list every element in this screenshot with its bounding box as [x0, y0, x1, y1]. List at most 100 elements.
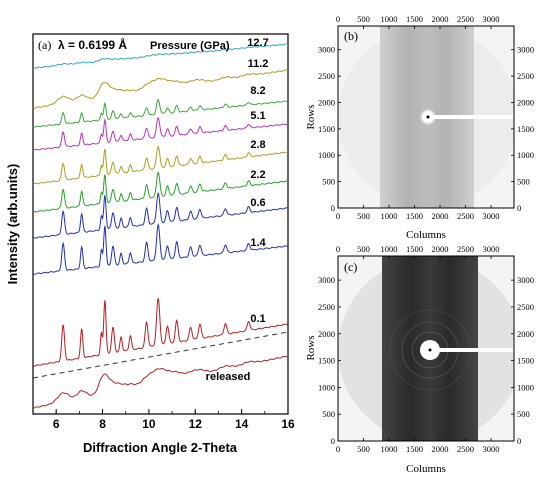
- bottom-tick-label: 0: [336, 444, 340, 454]
- left-tick-label: 0: [331, 203, 335, 213]
- left-tick-label: 1000: [318, 150, 335, 160]
- panel-c-ticks: 0050050010001000150015002000200025002500…: [318, 244, 534, 454]
- panel-c-ylabel: Rows: [305, 335, 317, 360]
- series-line-released: [33, 355, 288, 409]
- left-tick-label: 3000: [318, 45, 335, 55]
- right-tick-label: 2000: [517, 329, 534, 339]
- left-tick-label: 500: [322, 409, 335, 419]
- series-line-1-4: [33, 223, 288, 275]
- panel-a: (a) λ = 0.6199 Å Pressure (GPa) 12.7 11.2…: [5, 33, 295, 455]
- bottom-tick-label: 1000: [381, 211, 398, 221]
- series-label-11-2: 11.2: [248, 58, 269, 70]
- left-tick-label: 2000: [318, 329, 335, 339]
- series-label-0-1: 0.1: [250, 313, 265, 325]
- series-label-2-8: 2.8: [250, 139, 265, 151]
- panel-b-ylabel: Rows: [305, 104, 317, 129]
- panel-c-xlabel: Columns: [406, 463, 446, 475]
- series-line-0-6: [33, 191, 288, 239]
- right-tick-label: 0: [517, 203, 521, 213]
- left-tick-label: 1000: [318, 382, 335, 392]
- top-tick-label: 1000: [381, 14, 398, 24]
- x-axis-title: Diffraction Angle 2-Theta: [83, 440, 238, 455]
- panel-c-label: (c): [344, 260, 357, 274]
- panel-b-xlabel: Columns: [406, 229, 446, 241]
- series-label-0-6: 0.6: [250, 197, 265, 209]
- right-tick-label: 3000: [517, 275, 534, 285]
- top-tick-label: 2500: [457, 244, 474, 254]
- series-label-2-2: 2.2: [250, 169, 265, 181]
- bottom-tick-label: 500: [357, 211, 370, 221]
- top-tick-label: 3000: [483, 14, 500, 24]
- series-line-11-2: [33, 69, 288, 109]
- right-tick-label: 1500: [517, 124, 534, 134]
- series-label-1-4: 1.4: [250, 237, 266, 249]
- panel-a-label: (a): [38, 38, 51, 52]
- panel-b-label: (b): [344, 29, 358, 43]
- series-label-12-7: 12.7: [247, 37, 268, 49]
- top-tick-label: 2000: [432, 14, 449, 24]
- left-tick-label: 2500: [318, 302, 335, 312]
- bottom-tick-label: 3000: [483, 444, 500, 454]
- series-line-2-8: [33, 145, 288, 185]
- bottom-tick-label: 2500: [457, 211, 474, 221]
- bottom-tick-label: 1500: [406, 444, 423, 454]
- series-line-2-2: [33, 171, 288, 213]
- right-tick-label: 2500: [517, 302, 534, 312]
- bottom-tick-label: 3000: [483, 211, 500, 221]
- panel-c: (c) 005005001000100015001500200020002500…: [305, 244, 534, 475]
- left-tick-label: 500: [322, 177, 335, 187]
- left-tick-label: 1500: [318, 356, 335, 366]
- series-line-0-1: [33, 298, 288, 367]
- right-tick-label: 500: [517, 177, 530, 187]
- left-tick-label: 0: [331, 436, 335, 446]
- top-tick-label: 2500: [457, 14, 474, 24]
- series-labels: 12.7 11.2 8.2 5.1 2.8 2.2 0.6 1.4 0.1 released: [206, 37, 269, 383]
- panel-b-ticks: 0050050010001000150015002000200025002500…: [318, 14, 534, 221]
- bottom-tick-label: 2000: [432, 444, 449, 454]
- right-tick-label: 1500: [517, 356, 534, 366]
- left-tick-label: 3000: [318, 275, 335, 285]
- bottom-tick-label: 1000: [381, 444, 398, 454]
- top-tick-label: 2000: [432, 244, 449, 254]
- series-line-8-2: [33, 98, 288, 128]
- x-tick-label: 8: [99, 417, 106, 431]
- released-dashed-line: [32, 331, 289, 379]
- x-tick-label: 6: [53, 417, 60, 431]
- panel-b: (b) 005005001000100015001500200020002500…: [305, 14, 534, 241]
- left-tick-label: 1500: [318, 124, 335, 134]
- x-tick-label: 10: [142, 417, 156, 431]
- bottom-tick-label: 2500: [457, 444, 474, 454]
- top-tick-label: 1500: [406, 244, 423, 254]
- bottom-tick-label: 500: [357, 444, 370, 454]
- bottom-tick-label: 2000: [432, 211, 449, 221]
- wavelength-label: λ = 0.6199 Å: [58, 37, 127, 52]
- series-group: [33, 43, 288, 409]
- right-tick-label: 2500: [517, 71, 534, 81]
- pressure-header: Pressure (GPa): [150, 40, 230, 52]
- series-line-5-1: [33, 116, 288, 151]
- left-tick-label: 2500: [318, 71, 335, 81]
- right-tick-label: 500: [517, 409, 530, 419]
- panel-a-frame: [32, 33, 289, 415]
- top-tick-label: 3000: [483, 244, 500, 254]
- x-axis-ticks: 6 8 10 12 14 16: [32, 409, 295, 431]
- right-tick-label: 0: [517, 436, 521, 446]
- x-tick-label: 16: [281, 417, 295, 431]
- right-tick-label: 1000: [517, 382, 534, 392]
- bottom-tick-label: 0: [336, 211, 340, 221]
- top-tick-label: 500: [357, 14, 370, 24]
- series-label-5-1: 5.1: [250, 110, 265, 122]
- series-label-released: released: [206, 371, 251, 383]
- top-tick-label: 0: [336, 244, 340, 254]
- right-tick-label: 3000: [517, 45, 534, 55]
- series-label-8-2: 8.2: [250, 85, 265, 97]
- top-tick-label: 500: [357, 244, 370, 254]
- right-tick-label: 2000: [517, 97, 534, 107]
- x-tick-label: 14: [235, 417, 249, 431]
- top-tick-label: 1000: [381, 244, 398, 254]
- bottom-tick-label: 1500: [406, 211, 423, 221]
- top-tick-label: 0: [336, 14, 340, 24]
- x-tick-label: 12: [189, 417, 203, 431]
- y-axis-title: Intensity (arb.units): [5, 164, 20, 285]
